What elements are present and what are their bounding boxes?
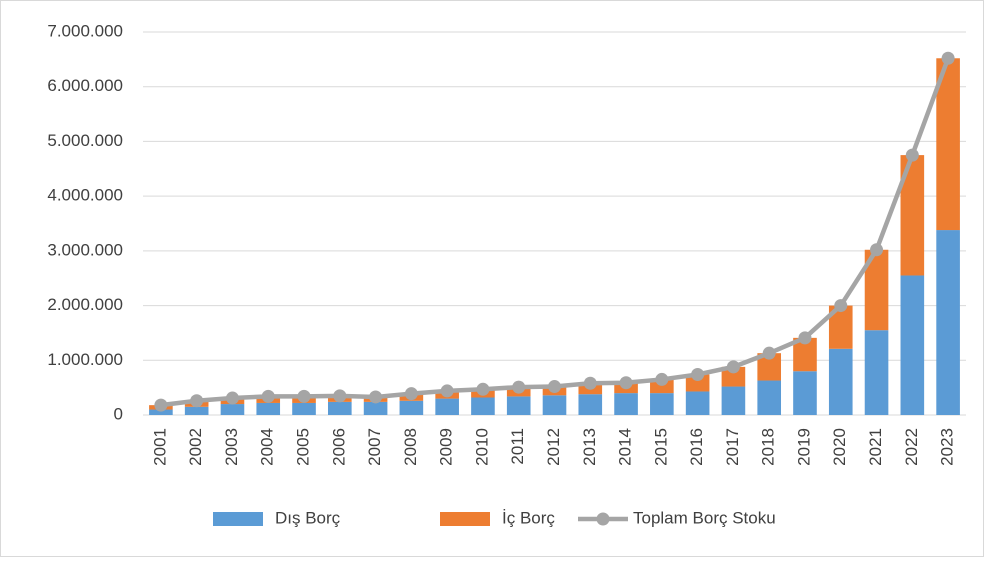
y-tick-label: 0 [114,404,123,423]
x-tick-label: 2005 [294,428,313,466]
bar [828,348,853,415]
x-tick-label: 2019 [794,428,813,466]
line-marker [548,380,561,394]
x-tick-label: 2021 [866,428,885,466]
x-tick-label: 2008 [401,428,420,466]
x-tick-label: 2022 [902,428,921,466]
bar [327,401,352,415]
line-marker [333,389,347,403]
bar [399,400,424,415]
bar [793,337,817,372]
x-tick-label: 2017 [723,428,742,466]
bar [900,155,925,276]
line-marker [834,299,848,313]
x-tick-label: 2013 [580,428,599,466]
y-tick-label: 4.000.000 [47,186,123,205]
x-tick-label: 2010 [472,428,491,466]
x-tick-label: 2020 [830,428,849,466]
bar [650,379,674,394]
line-marker [404,387,418,401]
x-tick-label: 2001 [150,428,169,466]
y-tick-label: 3.000.000 [47,240,123,259]
bar [685,391,710,415]
bar [220,404,245,415]
bar [506,396,531,415]
line-marker [870,243,884,257]
line-marker [941,51,955,65]
bar [292,402,316,415]
line-marker [440,384,454,398]
line-marker [512,380,526,394]
x-tick-label: 2018 [759,428,778,466]
bar [864,330,889,415]
bar [864,249,889,331]
bar [542,395,567,415]
bar [936,230,960,415]
x-tick-label: 2002 [186,428,205,466]
line-marker [476,382,490,396]
bar [256,402,281,415]
bar [435,398,459,415]
bar [578,394,603,415]
legend-swatch [596,512,610,526]
x-tick-label: 2004 [258,428,277,466]
x-tick-label: 2012 [544,428,563,466]
legend-label: İç Borç [502,508,555,527]
line-marker [619,376,633,390]
bar [721,366,746,387]
x-tick-label: 2007 [365,428,384,466]
x-tick-label: 2015 [651,428,670,466]
bar [793,371,817,415]
line-marker [225,391,239,405]
line-marker [762,346,776,360]
x-tick-label: 2023 [938,428,957,466]
bar [721,386,746,415]
y-tick-label: 1.000.000 [47,350,123,369]
x-tick-label: 2006 [329,428,348,466]
legend-swatch [440,512,490,526]
line-marker [583,376,597,390]
legend-label: Dış Borç [275,508,341,527]
bar [149,409,173,415]
x-tick-label: 2003 [222,428,241,466]
bar [757,353,782,381]
y-tick-label: 6.000.000 [47,76,123,95]
line-marker [905,148,919,162]
y-tick-label: 7.000.000 [47,21,123,40]
line-marker [798,331,812,345]
line-marker [297,389,311,403]
x-tick-label: 2016 [687,428,706,466]
x-tick-label: 2014 [616,428,635,466]
bar [471,397,495,415]
legend-label: Toplam Borç Stoku [633,508,776,527]
line-marker [154,398,168,412]
line-marker [691,368,705,382]
bar [614,393,638,415]
x-tick-label: 2011 [508,428,527,465]
bar [184,406,209,415]
bar [650,393,674,415]
line-marker [261,389,275,403]
bar [363,401,388,415]
y-tick-label: 5.000.000 [47,131,123,150]
bar [936,58,960,231]
line-marker [369,390,383,404]
bar [685,374,710,392]
line-marker [190,394,204,408]
x-tick-label: 2009 [437,428,456,466]
line-marker [655,372,669,386]
line-marker [726,360,740,374]
bar [900,275,925,415]
legend-swatch [213,512,263,526]
bar [828,305,853,349]
bar [757,380,782,415]
y-tick-label: 2.000.000 [47,295,123,314]
